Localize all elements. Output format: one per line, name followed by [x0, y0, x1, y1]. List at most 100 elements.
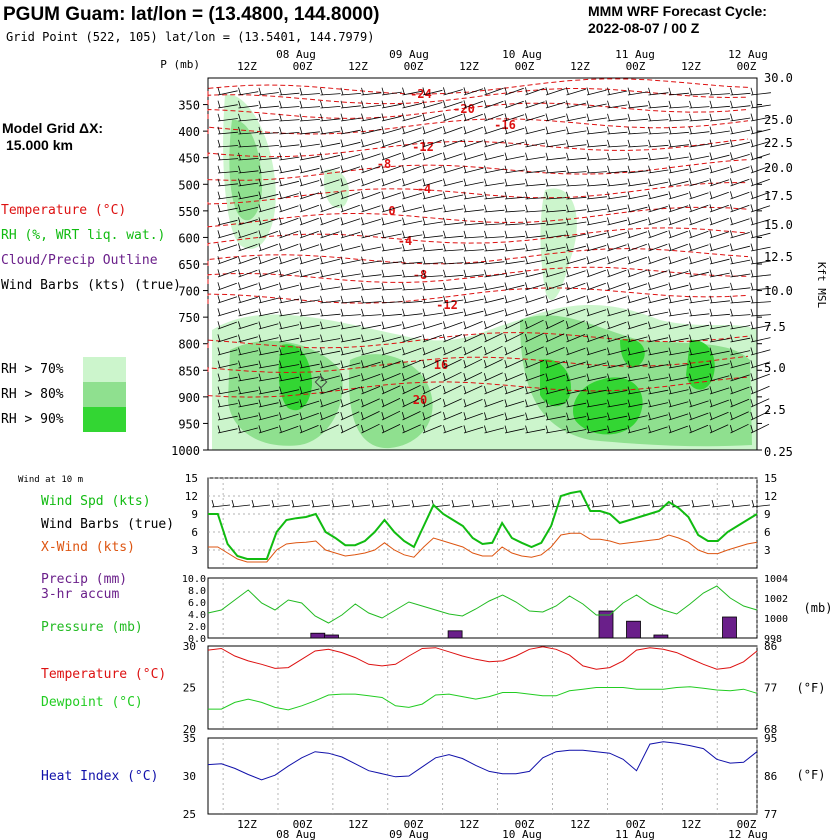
surface-wind-barb-flag [571, 499, 575, 508]
wind-barb [607, 90, 628, 96]
wind-barb-flag [381, 360, 385, 368]
wind-barb-flag [422, 165, 426, 173]
wind-barb-flag [689, 412, 692, 420]
wind-barb-flag [258, 295, 262, 303]
wind-barb-flag [689, 269, 692, 277]
wind-barb [279, 132, 300, 135]
surface-wind-barb-flag [331, 499, 335, 508]
wind-barb-flag [258, 126, 262, 135]
wind-barb [402, 127, 422, 135]
wind-barb [750, 324, 771, 330]
wind-barb [750, 246, 771, 252]
wind-barb-flag [299, 256, 303, 264]
wind-barb-flag [238, 386, 241, 394]
wind-barb-flag [607, 139, 610, 148]
wind-barb [750, 153, 771, 161]
wind-barb-flag [504, 282, 508, 290]
wind-barb [668, 168, 689, 174]
wind-barb [750, 205, 771, 213]
wind-barb [586, 103, 607, 109]
wind-barb-flag [238, 243, 241, 251]
wind-barb-flag [648, 412, 651, 420]
wind-barb-flag [730, 360, 733, 368]
wind-barb [750, 260, 771, 265]
wind-barb [586, 208, 607, 213]
wind-barb [217, 171, 238, 174]
surface-wind-barb-flag [351, 499, 355, 508]
wind-barb [402, 139, 422, 148]
wind-barb [238, 336, 258, 343]
wind-barb-flag [627, 100, 631, 108]
wind-barb [299, 425, 319, 434]
wind-barb [689, 204, 709, 213]
pressure-legend: Pressure (mb) [41, 620, 143, 635]
wind-barb [668, 337, 689, 343]
wind-barb-flag [258, 269, 262, 277]
wind-barb [422, 334, 442, 343]
wind-barb-flag [689, 321, 692, 329]
wind-barb [566, 88, 586, 96]
wind-barb [217, 282, 237, 291]
wind-barb-flag [299, 386, 303, 394]
wind-barb [668, 298, 689, 304]
wind-barb-flag [217, 204, 221, 212]
surface-wind-barb [751, 504, 771, 508]
wind-barb-flag [279, 152, 282, 160]
top-time-label: 12Z [459, 60, 479, 73]
wind-barb [463, 321, 483, 330]
wind-barb-flag [402, 152, 405, 160]
wind-barb [607, 310, 627, 317]
wind-barb-flag [668, 165, 672, 173]
wind-barb-flag [525, 308, 528, 316]
wind-barb [381, 398, 401, 408]
temp-f-unit-label: (°F) [797, 681, 826, 695]
wind-barb [750, 232, 771, 239]
wind-barb-flag [443, 269, 446, 277]
wind-barb [730, 166, 750, 174]
wind-barb [730, 386, 750, 395]
wind-barb-flag [320, 256, 323, 264]
wind-barb-flag [401, 425, 405, 433]
surface-wind-barb [371, 504, 391, 508]
wind-barb-flag [586, 373, 590, 381]
wind-barb [299, 167, 320, 174]
wind-barb-flag [709, 295, 713, 303]
wind-barb [566, 270, 586, 278]
wind-barb [402, 313, 423, 317]
wind-barb-flag [340, 373, 344, 381]
wind-barb-flag [463, 217, 467, 225]
wind-barb-flag [607, 100, 610, 108]
wind-barb-flag [463, 372, 467, 381]
wind-barb-flag [484, 191, 487, 199]
wind-barb [709, 93, 730, 96]
wind-barb-flag [361, 100, 364, 108]
wind-barb [320, 338, 341, 343]
wind-barb [422, 312, 443, 317]
wind-barb-flag [648, 113, 651, 122]
wind-barb-flag [586, 347, 590, 355]
wind-barb-flag [279, 360, 282, 368]
wind-barb [709, 424, 729, 434]
wind-barb [627, 427, 648, 434]
wind-barb-flag [607, 217, 610, 225]
wind-barb [566, 389, 587, 395]
wind-barb [258, 243, 278, 252]
wind-barb [320, 217, 340, 226]
wind-barb-flag [381, 113, 385, 121]
wind-barb [525, 114, 545, 122]
wind-barb [689, 376, 710, 382]
wind-barb [484, 399, 504, 408]
rh-shading-region [324, 169, 349, 209]
wind-barb-flag [729, 412, 733, 420]
wind-barb-flag [402, 178, 405, 186]
wind-barb [607, 195, 628, 200]
wind-barb [217, 104, 238, 109]
wind-barb [607, 158, 628, 161]
wind-barb [320, 325, 341, 330]
wind-barb-flag [422, 398, 426, 407]
wind-barb-flag [381, 230, 385, 238]
wind-barb [217, 403, 238, 408]
wind-barb-flag [463, 295, 467, 303]
wind-barb-flag [668, 256, 672, 264]
wind-barb-flag [566, 295, 569, 303]
